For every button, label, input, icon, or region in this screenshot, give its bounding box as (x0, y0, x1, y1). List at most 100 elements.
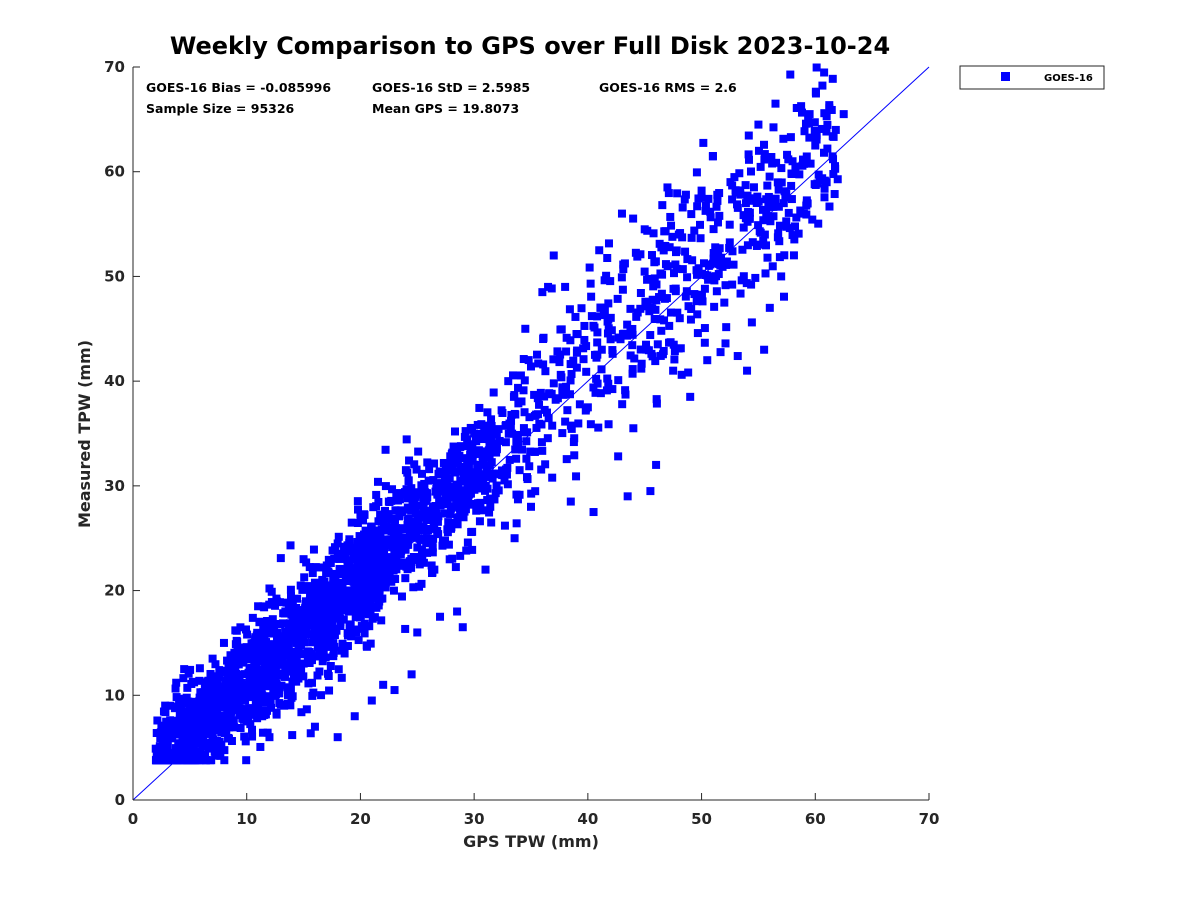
data-point (185, 721, 194, 730)
data-point (492, 481, 501, 490)
data-point (660, 316, 669, 325)
data-point (163, 718, 172, 727)
data-point (822, 112, 831, 121)
data-point (791, 222, 800, 231)
data-point (675, 314, 684, 323)
data-point (441, 468, 450, 477)
data-point (525, 462, 534, 471)
data-point (337, 673, 346, 682)
data-point (249, 639, 258, 648)
data-point (798, 155, 807, 164)
data-point (257, 689, 266, 698)
data-point (760, 140, 769, 149)
data-point (161, 708, 170, 717)
data-point (766, 202, 775, 211)
data-point (672, 264, 681, 273)
data-point (535, 400, 544, 409)
data-point (345, 622, 354, 631)
data-point (789, 251, 798, 260)
legend-label: GOES-16 (1044, 73, 1093, 84)
data-point (242, 756, 251, 765)
data-point (254, 602, 263, 611)
data-point (263, 706, 272, 715)
data-point (699, 259, 708, 268)
data-point (207, 695, 216, 704)
data-point (413, 490, 422, 499)
data-point (573, 346, 582, 355)
data-point (269, 643, 278, 652)
data-point (326, 583, 335, 592)
data-point (731, 188, 740, 197)
data-point (299, 672, 308, 681)
data-point (722, 260, 731, 269)
data-point (202, 694, 211, 703)
data-point (201, 756, 210, 765)
data-point (157, 722, 166, 731)
data-point (562, 347, 571, 356)
data-point (325, 686, 334, 695)
data-point (319, 614, 328, 623)
data-point (735, 169, 744, 178)
data-point (406, 529, 415, 538)
data-point (766, 217, 775, 226)
data-point (754, 146, 763, 155)
data-point (697, 186, 706, 195)
data-point (334, 532, 343, 541)
data-point (272, 635, 281, 644)
data-point (797, 102, 806, 111)
data-point (415, 560, 424, 569)
stat-bias: GOES-16 Bias = -0.085996 (146, 80, 331, 95)
data-point (291, 636, 300, 645)
stat-sample-size: Sample Size = 95326 (146, 101, 295, 116)
data-point (418, 526, 427, 535)
data-point (199, 705, 208, 714)
data-point (441, 475, 450, 484)
data-point (265, 692, 274, 701)
data-point (487, 415, 496, 424)
data-point (248, 613, 257, 622)
data-point (614, 376, 623, 385)
data-point (307, 656, 316, 665)
data-point (318, 575, 327, 584)
data-point (241, 737, 250, 746)
y-tick-label: 70 (104, 58, 125, 76)
data-point (531, 487, 540, 496)
data-point (234, 660, 243, 669)
data-point (714, 250, 723, 259)
data-point (670, 355, 679, 364)
data-point (317, 691, 326, 700)
data-point (663, 183, 672, 192)
data-point (565, 390, 574, 399)
data-point (202, 720, 211, 729)
data-point (606, 277, 615, 286)
data-point (215, 737, 224, 746)
data-point (710, 302, 719, 311)
data-point (299, 650, 308, 659)
data-point (700, 324, 709, 333)
data-point (572, 330, 581, 339)
data-point (402, 562, 411, 571)
data-point (665, 338, 674, 347)
data-point (508, 429, 517, 438)
data-point (669, 269, 678, 278)
data-point (614, 452, 623, 461)
data-point (410, 460, 419, 469)
data-point (712, 202, 721, 211)
data-point (487, 518, 496, 527)
data-point (713, 218, 722, 227)
data-point (797, 108, 806, 117)
data-point (526, 362, 535, 371)
data-point (314, 600, 323, 609)
data-point (684, 368, 693, 377)
data-point (190, 721, 199, 730)
data-point (591, 388, 600, 397)
data-point (191, 709, 200, 718)
data-point (422, 507, 431, 516)
data-point (248, 732, 257, 741)
data-point (497, 406, 506, 415)
data-point (276, 700, 285, 709)
data-point (497, 466, 506, 475)
data-point (450, 427, 459, 436)
data-point (420, 535, 429, 544)
data-point (585, 263, 594, 272)
